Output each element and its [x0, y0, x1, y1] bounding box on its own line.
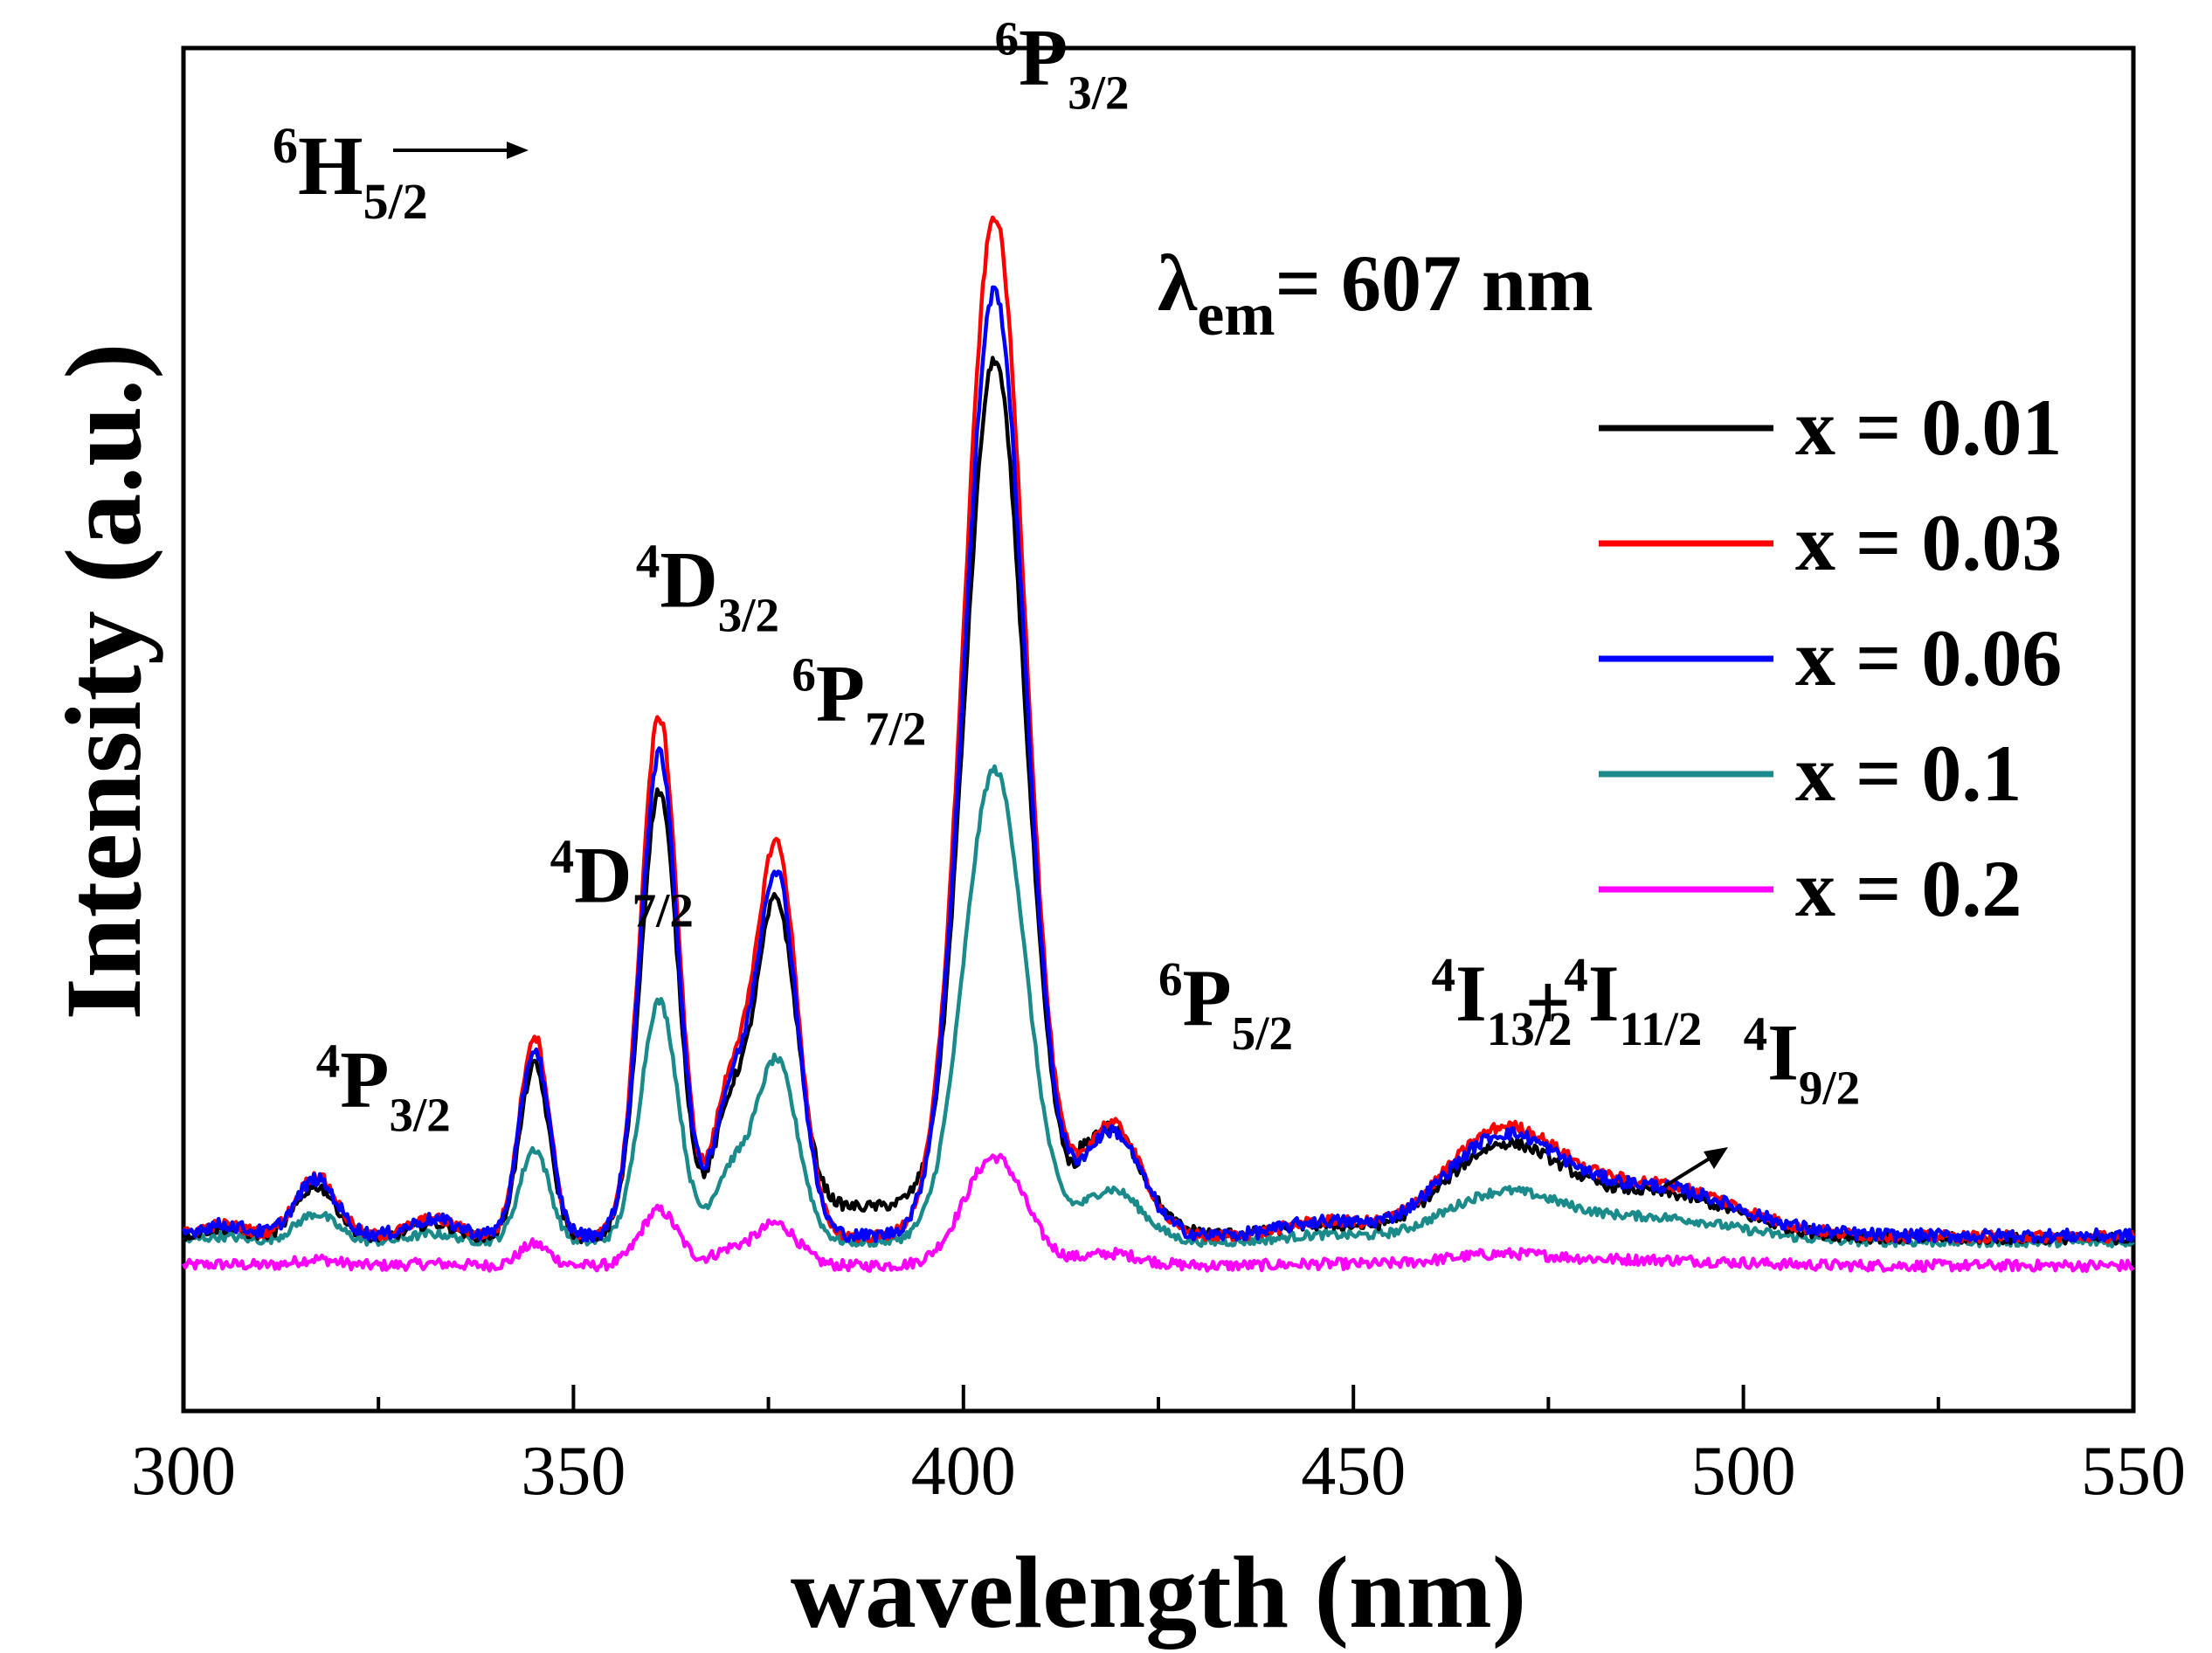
series-line-x0.2	[181, 1152, 2135, 1273]
lambda-subscript: em	[1197, 281, 1275, 349]
legend-label: x = 0.1	[1795, 729, 2022, 818]
series-lines	[181, 215, 2136, 1273]
transition-label: 6P3/2	[995, 12, 1130, 120]
series-line-x0.06	[181, 285, 2136, 1244]
x-tick-label: 350	[521, 1433, 626, 1510]
lambda-symbol: λ	[1158, 239, 1198, 328]
legend-label: x = 0.2	[1795, 844, 2022, 933]
transition-label: +	[1525, 958, 1571, 1047]
x-tick-label: 300	[131, 1433, 236, 1510]
transition-label: 4D3/2	[636, 535, 779, 642]
transition-label: 4D7/2	[550, 830, 694, 937]
transition-label: 6P5/2	[1158, 952, 1293, 1060]
x-tick-label: 550	[2081, 1433, 2186, 1510]
ground-state-main: H	[298, 119, 363, 212]
x-tick-label: 500	[1691, 1433, 1796, 1510]
ground-state-sup: 6	[273, 117, 298, 174]
transition-label: 4I11/2	[1564, 948, 1702, 1055]
excitation-wavelength-label: λem= 607 nm	[1158, 239, 1593, 349]
transition-label: 4I13/2	[1431, 948, 1572, 1055]
ground-state-arrow	[393, 142, 529, 159]
lambda-value: = 607 nm	[1275, 239, 1593, 328]
legend-label: x = 0.01	[1795, 383, 2062, 472]
x-tick-label: 400	[911, 1433, 1016, 1510]
transition-label: 4P3/2	[316, 1034, 451, 1142]
x-axis-title: wavelength (nm)	[791, 1535, 1526, 1650]
transition-label: 6P7/2	[791, 648, 926, 756]
ground-state-label: 6H5/2	[273, 117, 428, 230]
y-axis-title: Intensity (a.u.)	[44, 342, 163, 1020]
legend-label: x = 0.03	[1795, 498, 2062, 587]
x-tick-label: 450	[1301, 1433, 1406, 1510]
legend: x = 0.01 x = 0.03 x = 0.06 x = 0.1 x = 0.2	[1599, 383, 2062, 933]
ground-state-sub: 5/2	[363, 173, 428, 230]
x-axis-ticks: 300 350 400 450 500 550	[131, 1385, 2186, 1510]
transition-label: 4I9/2	[1744, 1006, 1861, 1114]
i92-pointer-arrow	[1662, 1147, 1728, 1188]
series-line-x0.1	[182, 764, 2135, 1248]
legend-label: x = 0.06	[1795, 613, 2062, 702]
